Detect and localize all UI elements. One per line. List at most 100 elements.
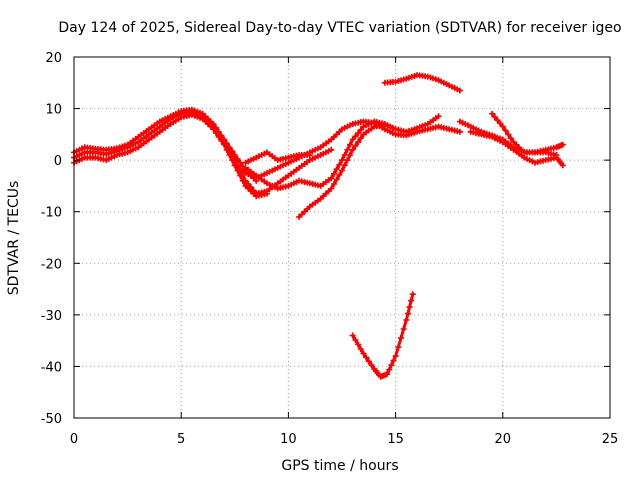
data-point [215, 128, 222, 135]
data-point [218, 132, 225, 139]
series-track-7 [242, 149, 313, 166]
data-point [489, 110, 496, 117]
data-point [347, 152, 353, 158]
data-point [341, 162, 348, 169]
data-point [408, 297, 415, 304]
data-point [234, 155, 241, 162]
data-point [403, 317, 410, 323]
data-point [357, 135, 364, 142]
data-point [349, 146, 356, 153]
data-point [213, 124, 219, 131]
data-point [456, 87, 463, 94]
data-point [400, 326, 407, 332]
data-point [341, 152, 348, 158]
data-point [355, 139, 362, 146]
data-point [331, 181, 337, 187]
x-tick-label: 10 [280, 432, 297, 447]
y-tick-label: 20 [45, 51, 62, 66]
data-point [365, 358, 372, 365]
data-point [339, 157, 345, 164]
x-tick-label: 15 [387, 432, 404, 447]
series-track-11 [489, 110, 566, 156]
data-point [395, 344, 402, 351]
data-point [355, 341, 362, 348]
data-point [349, 332, 356, 339]
data-point [226, 152, 233, 158]
data-point [339, 167, 345, 174]
data-point [306, 152, 313, 158]
data-point [357, 346, 364, 352]
grid [73, 56, 611, 419]
data-point [264, 190, 270, 197]
data-point [336, 172, 343, 178]
y-tick-label: -40 [41, 360, 62, 375]
data-point [386, 366, 393, 373]
y-tick-label: -20 [41, 257, 62, 272]
data-point [221, 136, 228, 143]
data-layer [71, 72, 566, 380]
data-point [336, 161, 343, 168]
plot-frame [73, 56, 611, 419]
y-axis-label: SDTVAR / TECUs [6, 181, 22, 296]
data-point [223, 140, 230, 147]
data-point [499, 123, 506, 130]
data-point [331, 170, 337, 177]
data-point [384, 371, 390, 378]
data-point [456, 128, 463, 135]
data-point [229, 157, 236, 164]
data-point [344, 146, 351, 153]
data-point [328, 175, 335, 182]
data-point [352, 143, 359, 149]
data-point [368, 362, 375, 369]
x-tick-label: 0 [70, 432, 78, 447]
data-point [237, 159, 244, 166]
data-point [497, 120, 504, 127]
data-point [505, 131, 512, 138]
data-point [344, 157, 351, 164]
data-point [388, 362, 395, 369]
data-point [559, 162, 566, 169]
y-tick-label: 10 [45, 103, 62, 118]
x-tick-label: 20 [495, 432, 512, 447]
series-track-8 [349, 291, 416, 380]
data-point [210, 121, 217, 127]
data-point [398, 335, 404, 342]
data-point [390, 357, 397, 364]
data-point [352, 337, 359, 343]
data-point [494, 117, 501, 124]
data-point [352, 133, 359, 140]
data-point [355, 130, 362, 137]
data-point [349, 136, 356, 143]
data-point [229, 148, 236, 155]
y-tick-label: -10 [41, 206, 62, 221]
data-point [347, 141, 353, 148]
data-point [435, 113, 442, 120]
series-trace [351, 292, 415, 379]
x-tick-label: 5 [177, 432, 185, 447]
data-point [507, 135, 514, 142]
data-point [328, 146, 335, 153]
data-point [328, 185, 335, 192]
data-point [363, 354, 370, 361]
data-point [237, 172, 244, 179]
data-point [226, 144, 233, 151]
data-point [360, 350, 367, 357]
data-point [409, 291, 416, 298]
data-point [392, 353, 399, 360]
data-point [559, 141, 566, 148]
y-tick-label: -50 [41, 412, 62, 427]
series-track-6 [296, 113, 442, 220]
data-point [406, 304, 413, 311]
data-point [491, 114, 498, 120]
data-point [404, 310, 411, 317]
data-point [333, 176, 340, 183]
data-point [502, 127, 509, 134]
data-point [333, 166, 340, 173]
series-track-3 [71, 106, 260, 184]
series-track-5 [242, 118, 399, 192]
x-axis-label: GPS time / hours [281, 458, 398, 474]
data-point [231, 152, 238, 158]
data-point [239, 177, 246, 184]
data-point [357, 126, 364, 133]
